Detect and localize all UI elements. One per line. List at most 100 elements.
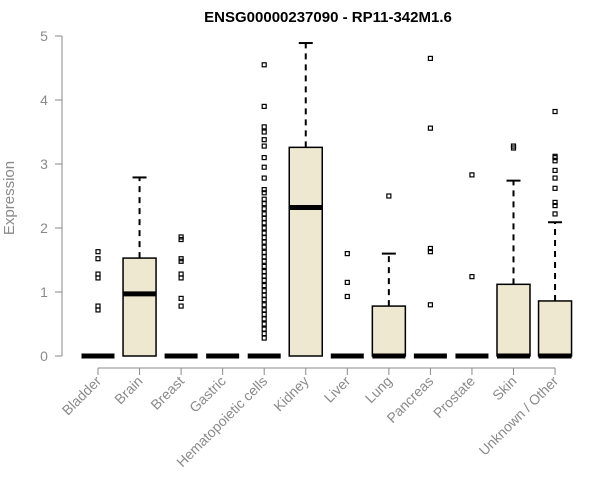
outlier-point: [427, 245, 433, 252]
outlier-point: [261, 62, 267, 68]
box-rect: [288, 146, 323, 357]
x-tick-label: Bladder: [59, 373, 105, 419]
outlier-point: [261, 155, 267, 161]
outlier-point: [261, 215, 267, 221]
boxes-group: [81, 42, 573, 359]
outlier-point: [261, 239, 267, 245]
outlier-point: [95, 249, 101, 255]
box-11: [537, 108, 573, 359]
outlier-point: [261, 283, 267, 289]
outlier-point: [261, 230, 267, 236]
x-tick-label: Liver: [321, 373, 354, 406]
outlier-point: [261, 103, 267, 110]
outlier-point: [344, 251, 350, 257]
outlier-point: [95, 256, 101, 262]
outlier-point: [261, 273, 267, 279]
y-tick-label: 1: [40, 284, 48, 300]
x-tick-label: Kidney: [270, 373, 312, 415]
outlier-point: [261, 137, 267, 143]
box-9: [455, 172, 489, 359]
box-rect: [496, 283, 531, 357]
outlier-point: [386, 193, 392, 199]
outlier-point: [178, 271, 184, 277]
outlier-point: [261, 196, 267, 202]
outlier-point: [261, 268, 267, 275]
outlier-point: [344, 293, 350, 300]
outlier-point: [261, 201, 267, 207]
outlier-point: [552, 153, 558, 159]
x-tick-label: Lung: [362, 373, 395, 406]
outlier-point: [261, 297, 267, 303]
y-tick-label: 5: [40, 28, 48, 44]
outlier-point: [178, 256, 184, 262]
outlier-point: [261, 187, 267, 193]
outlier-point: [552, 185, 558, 191]
outlier-point: [261, 311, 267, 317]
y-tick-label: 2: [40, 220, 48, 236]
outlier-point: [178, 303, 184, 309]
x-tick-label: Skin: [489, 373, 520, 404]
outlier-point: [552, 108, 558, 115]
outlier-point: [261, 143, 267, 149]
outlier-point: [261, 235, 267, 241]
chart-title: ENSG00000237090 - RP11-342M1.6: [204, 9, 452, 26]
outlier-point: [469, 274, 475, 280]
outlier-point: [261, 225, 267, 231]
y-tick-label: 4: [40, 92, 48, 108]
outlier-point: [261, 263, 267, 269]
outlier-point: [261, 175, 267, 181]
y-axis-label: Expression: [1, 161, 18, 235]
box-10: [496, 143, 531, 359]
y-tick-label: 0: [40, 348, 48, 364]
outlier-point: [261, 220, 267, 226]
outlier-point: [261, 321, 267, 327]
y-tick-label: 3: [40, 156, 48, 172]
box-rect: [371, 305, 407, 357]
outlier-point: [469, 172, 475, 178]
outlier-point: [510, 143, 517, 149]
box-2: [164, 234, 198, 359]
outlier-point: [261, 129, 267, 135]
outlier-point: [427, 125, 433, 131]
outlier-point: [178, 295, 184, 301]
outlier-point: [261, 331, 267, 337]
outlier-point: [261, 190, 267, 196]
box-8: [413, 55, 447, 359]
outlier-point: [261, 164, 267, 170]
outlier-point: [427, 302, 433, 308]
box-rect: [122, 257, 157, 357]
outlier-point: [552, 203, 558, 209]
box-rect: [537, 300, 573, 357]
x-tick-label: Breast: [147, 373, 187, 413]
box-7: [371, 193, 407, 359]
outlier-point: [552, 211, 558, 217]
outlier-point: [261, 211, 267, 217]
x-tick-label: Unknown / Other: [476, 373, 562, 459]
outlier-point: [261, 307, 267, 313]
outlier-point: [95, 271, 101, 277]
outlier-point: [261, 206, 267, 212]
outlier-point: [95, 303, 101, 309]
outlier-point: [344, 279, 350, 285]
outlier-point: [261, 249, 267, 255]
outlier-point: [261, 277, 267, 284]
outlier-point: [261, 124, 267, 130]
outlier-point: [552, 175, 558, 181]
y-axis: 0 1 2 3 4 5: [40, 28, 63, 364]
outlier-point: [552, 167, 558, 173]
box-4: [247, 62, 281, 359]
x-tick-label: Prostate: [430, 373, 478, 421]
outlier-point: [261, 254, 267, 260]
outlier-point: [261, 244, 267, 250]
outlier-point: [552, 199, 558, 205]
outlier-point: [261, 316, 267, 322]
outlier-point: [427, 55, 433, 62]
outlier-point: [261, 292, 267, 298]
outlier-point: [261, 302, 267, 308]
outlier-point: [427, 249, 433, 255]
x-tick-label: Brain: [111, 373, 145, 407]
box-6: [330, 251, 364, 359]
outlier-point: [261, 258, 267, 264]
